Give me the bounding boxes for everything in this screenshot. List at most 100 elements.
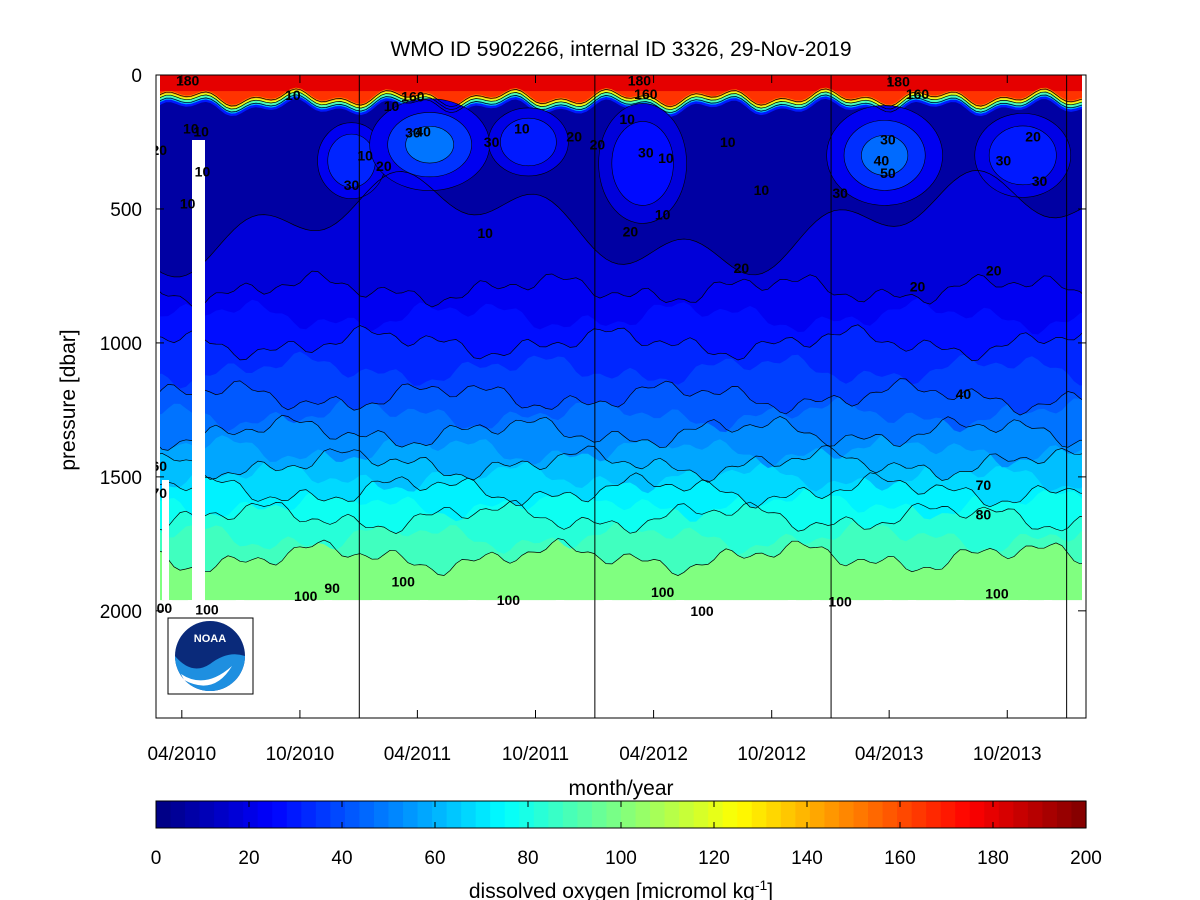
contour-label: 60 (151, 458, 167, 474)
colorbar-tick-label: 20 (238, 848, 259, 869)
contour-label: 20 (590, 137, 606, 153)
contour-label: 10 (384, 98, 400, 114)
contour-70 (156, 472, 1086, 509)
contour-label: 100 (828, 593, 852, 609)
contour-label: 20 (623, 224, 639, 240)
surface-gradient (156, 96, 1086, 117)
contour-label: 10 (514, 121, 530, 137)
colorbar-segment (838, 801, 855, 828)
contour-label: 10 (720, 134, 736, 150)
colorbar-segment (795, 801, 811, 828)
contour-label: 20 (151, 142, 167, 158)
colorbar-segment (882, 801, 898, 828)
contour-label: 160 (401, 88, 425, 104)
y-tick-label: 0 (131, 66, 142, 87)
surface-band-top (156, 75, 1086, 92)
contour-label: 30 (638, 145, 654, 161)
colorbar-segment (621, 801, 637, 828)
oxygen-patch (988, 125, 1057, 186)
contour-label: 10 (195, 163, 211, 179)
colorbar-segment (301, 801, 317, 828)
contour-label: 30 (344, 177, 360, 193)
contour-surface (156, 94, 1086, 114)
contour-label: 40 (956, 386, 972, 402)
colorbar-segment (926, 801, 942, 828)
y-tick-label: 1500 (100, 468, 142, 489)
contour-label: 160 (634, 86, 658, 102)
contour-lines (156, 88, 1086, 576)
contour-label: 100 (497, 592, 521, 608)
colorbar-segment (170, 801, 186, 828)
colorbar-segment (403, 801, 419, 828)
colorbar-segment (664, 801, 680, 828)
surface-gradient (156, 94, 1086, 115)
contour-label: 160 (906, 86, 930, 102)
contour-label: 100 (985, 585, 1009, 601)
colorbar-segment (1013, 801, 1029, 828)
no-data-strip (192, 140, 205, 610)
x-tick-label: 04/2013 (855, 744, 924, 765)
contour-label: 10 (357, 147, 373, 163)
plot-area: 1801010160101010102030102030403010102020… (149, 74, 1086, 718)
no-data-region (156, 600, 1086, 718)
contour-label: 100 (149, 600, 173, 616)
oxygen-patch (611, 121, 674, 206)
contour-label: 10 (655, 206, 671, 222)
contour-label: 30 (1032, 173, 1048, 189)
colorbar-segment (737, 801, 753, 828)
colorbar-segment (548, 801, 564, 828)
contour-surface (156, 91, 1086, 111)
colorbar-segment (955, 801, 971, 828)
colorbar-segment (969, 801, 985, 828)
colorbar-segment (766, 801, 782, 828)
x-tick-label: 04/2012 (619, 744, 688, 765)
colorbar-segment (490, 801, 506, 828)
colorbar-segment (432, 801, 448, 828)
colorbar-segment (708, 801, 724, 828)
data-gaps (156, 75, 1086, 718)
no-data-strip (156, 75, 160, 718)
oxygen-patch (861, 135, 909, 176)
no-data-strip (1082, 75, 1086, 718)
contour-80 (156, 500, 1086, 534)
colorbar-segment (286, 801, 302, 828)
plot-frame (155, 74, 1087, 719)
colorbar-segment (868, 801, 884, 828)
contour-label: 100 (195, 601, 219, 617)
noaa-logo-text: NOAA (194, 633, 226, 645)
y-tick-label: 500 (110, 200, 142, 221)
contour-label: 20 (910, 279, 926, 295)
contour-label: 10 (180, 196, 196, 212)
colorbar-label: dissolved oxygen [micromol kg-1] (469, 877, 773, 900)
noaa-logo: NOAA (167, 617, 254, 695)
colorbar-tick-label: 180 (977, 848, 1009, 869)
colorbar-segment (635, 801, 651, 828)
colorbar-segment (214, 801, 230, 828)
colorbar-segment (272, 801, 288, 828)
colorbar-segment (475, 801, 491, 828)
colorbar-tick-label: 200 (1070, 848, 1102, 869)
x-tick-label: 10/2012 (737, 744, 806, 765)
contour-50 (156, 414, 1086, 451)
contour-label: 180 (887, 74, 911, 90)
colorbar-segment (722, 801, 738, 828)
colorbar-segment (504, 801, 520, 828)
colorbar-segment (519, 801, 535, 828)
oxygen-patches (317, 98, 1072, 224)
contour-label: 10 (619, 111, 635, 127)
contour-label: 10 (754, 182, 770, 198)
colorbar-segment (693, 801, 709, 828)
contour-label: 30 (996, 153, 1012, 169)
colorbar-segment (911, 801, 927, 828)
colorbar-tick-label: 80 (517, 848, 538, 869)
x-tick-label: 10/2011 (502, 744, 569, 765)
colorbar-segment (809, 801, 826, 828)
oxygen-patch (500, 117, 557, 167)
colorbar-segment (461, 801, 477, 828)
colorbar-segment (940, 801, 956, 828)
colorbar-segment (984, 801, 1000, 828)
contour-label: 20 (734, 260, 750, 276)
colorbar-segment (591, 801, 608, 828)
contour-label: 30 (484, 134, 500, 150)
